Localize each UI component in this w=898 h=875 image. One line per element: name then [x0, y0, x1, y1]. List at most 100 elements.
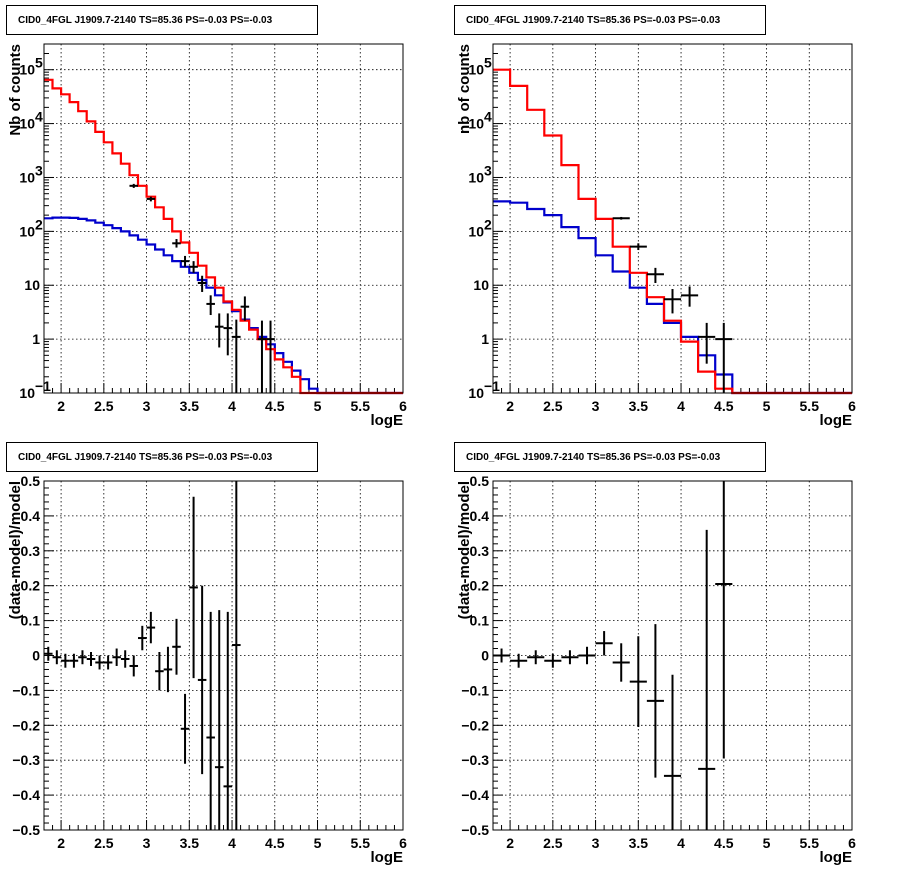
data-point [146, 196, 156, 202]
y-tick-label: −0.5 [12, 822, 40, 838]
x-tick-label: 4.5 [265, 835, 285, 851]
residual-point [163, 646, 173, 693]
residual-point [44, 646, 53, 661]
y-tick-label: 10 [468, 62, 484, 78]
data-point [172, 239, 181, 248]
y-tick-label: −0.3 [12, 752, 40, 768]
plot-frame [43, 480, 404, 831]
x-tick-label: 4.5 [265, 398, 285, 414]
y-tick-exponent: 3 [35, 162, 43, 178]
y-tick-label: −0.4 [461, 787, 489, 803]
residual-point [180, 693, 190, 764]
data-point [180, 255, 190, 267]
data-point [257, 320, 267, 393]
x-tick-label: 3 [592, 835, 600, 851]
y-tick-exponent: 5 [484, 55, 492, 71]
data-point [266, 320, 275, 393]
data-point [129, 183, 139, 188]
residual-point [52, 650, 62, 665]
axis-ticks [43, 43, 404, 394]
y-axis-title: nb of counts [456, 44, 473, 134]
y-tick-label: 0.5 [470, 473, 490, 489]
residual-point [155, 652, 164, 691]
y-tick-label: 0.4 [470, 508, 490, 524]
x-tick-label: 4 [677, 835, 685, 851]
residual-point [214, 610, 224, 830]
plot-frame [492, 480, 853, 831]
x-tick-label: 2.5 [543, 398, 563, 414]
x-tick-label: 5.5 [351, 398, 371, 414]
x-tick-label: 3.5 [180, 398, 200, 414]
y-tick-label: 10 [19, 169, 35, 185]
x-axis-title: logE [371, 849, 404, 866]
data-point [612, 216, 630, 220]
residual-point [172, 618, 181, 675]
residual-point [197, 585, 207, 775]
y-tick-label: −0.3 [461, 752, 489, 768]
x-tick-label: 3.5 [629, 398, 649, 414]
x-tick-label: 2.5 [94, 835, 114, 851]
x-tick-label: 2 [506, 835, 514, 851]
x-tick-label: 2.5 [94, 398, 114, 414]
residual-point [146, 611, 156, 644]
x-tick-label: 3 [592, 398, 600, 414]
y-tick-label: 10 [19, 116, 35, 132]
residual-point [103, 655, 113, 670]
y-tick-label: 10 [473, 277, 489, 293]
y-tick-label: 10 [19, 223, 35, 239]
residual-point [112, 648, 121, 666]
y-tick-label: −0.1 [12, 682, 40, 698]
x-tick-label: 3 [143, 835, 151, 851]
x-tick-label: 5 [314, 835, 322, 851]
y-tick-label: −0.1 [461, 682, 489, 698]
data-point [629, 243, 647, 251]
residual-point [86, 652, 96, 666]
grid [44, 44, 403, 393]
counts-panel-left: 2 2.5 3 3.5 4 4.5 5 5.5 6 10 −1 1 10 10 2 10 3 10 4 10 5 logE… [0, 0, 449, 437]
grid [44, 481, 403, 830]
residual-point [223, 611, 233, 830]
axis-ticks [492, 43, 853, 394]
x-tick-label: 6 [399, 398, 407, 414]
grid [493, 44, 852, 393]
chart-title: CID0_4FGL J1909.7-2140 TS=85.36 PS=-0.03… [454, 442, 766, 472]
x-tick-label: 6 [848, 835, 856, 851]
residual-point [69, 653, 79, 668]
y-tick-label: 10 [19, 62, 35, 78]
y-tick-label: 0.3 [470, 543, 490, 559]
y-tick-exponent: −1 [35, 378, 51, 394]
data-point [646, 267, 664, 284]
residual-point [95, 655, 104, 670]
x-axis-title: logE [820, 849, 853, 866]
x-tick-label: 4 [228, 835, 236, 851]
residual-point [663, 674, 682, 830]
x-tick-label: 6 [399, 835, 407, 851]
data-point [698, 322, 716, 364]
y-tick-label: 10 [468, 385, 484, 401]
x-tick-label: 3.5 [180, 835, 200, 851]
data-point [189, 261, 198, 273]
residual-point [578, 646, 596, 665]
y-tick-label: 0.3 [21, 543, 41, 559]
residual-point [129, 655, 139, 677]
data-point [715, 322, 733, 393]
residuals-panel-right: 2 2.5 3 3.5 4 4.5 5 5.5 6 −0.5 −0.4 −0.3 −0.2 −0.1 0 0.… [449, 437, 898, 874]
residuals-panel-left: 2 2.5 3 3.5 4 4.5 5 5.5 6 −0.5 −0.4 −0.3 −0.2 −0.1 0 0.… [0, 437, 449, 874]
plot-frame [492, 43, 853, 394]
residual-point [138, 625, 147, 651]
axis-ticks [492, 480, 853, 831]
y-axis-title: Nb of counts [7, 44, 24, 136]
x-tick-label: 4.5 [714, 835, 734, 851]
y-tick-label: 0.5 [21, 473, 41, 489]
x-tick-label: 2 [57, 835, 65, 851]
x-tick-label: 5.5 [351, 835, 371, 851]
data-point [214, 313, 224, 348]
data-point [232, 319, 241, 393]
y-tick-label: 0.1 [21, 613, 41, 629]
y-tick-exponent: 2 [35, 216, 43, 232]
x-tick-label: 5.5 [800, 398, 820, 414]
residual-point [715, 481, 733, 759]
residual-point [698, 529, 716, 830]
y-tick-label: 1 [481, 331, 489, 347]
